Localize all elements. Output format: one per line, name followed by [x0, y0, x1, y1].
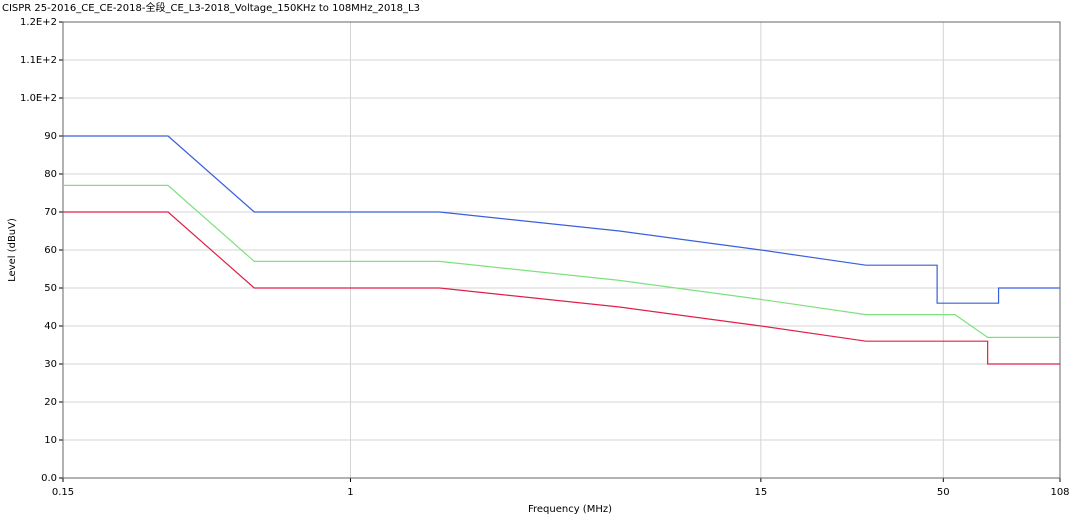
y-tick-label: 90 [44, 131, 57, 142]
limit-line [63, 184, 1060, 338]
y-tick-label: 80 [44, 169, 57, 180]
y-tick-label: 40 [44, 321, 57, 332]
y-tick-label: 0.0 [41, 473, 57, 484]
y-tick-label: 1.2E+2 [20, 17, 57, 28]
y-tick-label: 60 [44, 245, 57, 256]
y-tick-label: 50 [44, 283, 57, 294]
limit-line [63, 211, 1060, 365]
x-tick-label: 0.15 [52, 487, 74, 498]
y-tick-label: 1.0E+2 [20, 93, 57, 104]
y-axis-label: Level (dBuV) [7, 218, 18, 282]
x-tick-label: 50 [937, 487, 950, 498]
y-tick-label: 10 [44, 435, 57, 446]
x-tick-label: 15 [754, 487, 767, 498]
y-tick-label: 70 [44, 207, 57, 218]
x-tick-label: 1 [347, 487, 353, 498]
x-axis-label: Frequency (MHz) [528, 504, 612, 515]
y-tick-label: 20 [44, 397, 57, 408]
y-tick-label: 1.1E+2 [20, 55, 57, 66]
chart-title: CISPR 25-2016_CE_CE-2018-全段_CE_L3-2018_V… [2, 1, 420, 14]
x-tick-label: 108 [1050, 487, 1069, 498]
limit-line [63, 135, 1060, 304]
y-tick-label: 30 [44, 359, 57, 370]
plot-frame [62, 21, 1061, 479]
